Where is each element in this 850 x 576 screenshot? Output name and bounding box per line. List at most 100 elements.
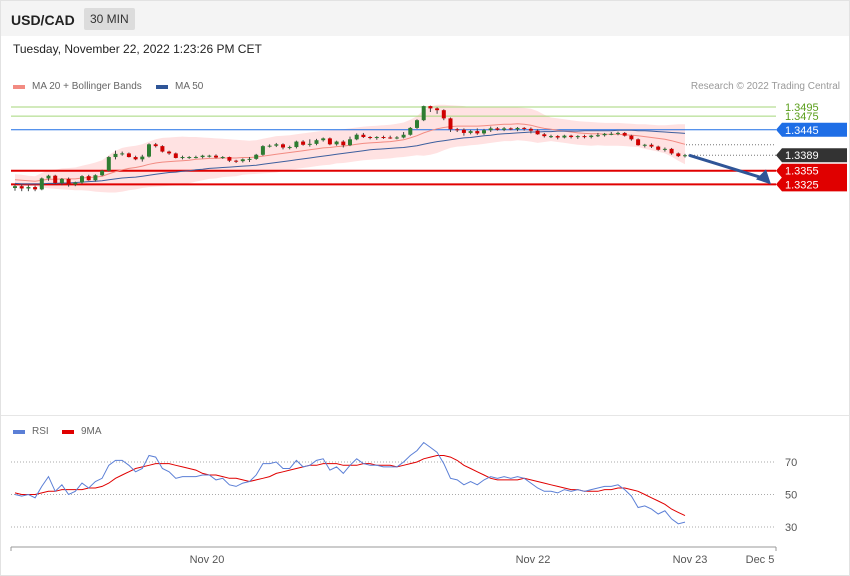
legend-rsi-label: RSI <box>32 426 49 437</box>
candle-body <box>106 157 111 171</box>
candle-body <box>93 175 98 181</box>
candle <box>26 185 31 192</box>
candle <box>502 127 507 132</box>
rsi-tick-label: 50 <box>785 490 797 502</box>
candle <box>575 135 580 139</box>
candle <box>267 144 272 148</box>
candle-body <box>13 186 17 188</box>
candle <box>441 109 446 121</box>
legend-rsi-ma-label: 9MA <box>81 426 102 437</box>
price-level-label: 1.3445 <box>785 125 819 137</box>
credit-text: Research © 2022 Trading Central <box>690 81 840 92</box>
chart-header: USD/CAD 30 MIN <box>1 1 849 36</box>
candle <box>616 131 620 136</box>
candle <box>388 135 393 139</box>
candle-body <box>66 178 71 185</box>
candle-body <box>542 134 547 137</box>
candle-body <box>193 157 198 159</box>
candle <box>240 158 245 163</box>
candle <box>120 151 125 156</box>
candle <box>549 134 553 138</box>
candle-body <box>622 132 627 136</box>
timeframe-button[interactable]: 30 MIN <box>84 8 135 30</box>
candle-body <box>80 176 84 183</box>
rsi-ma-swatch-icon <box>62 429 74 434</box>
candle-body <box>214 155 218 158</box>
candle-body <box>475 131 480 134</box>
candle-body <box>495 128 500 130</box>
candle-body <box>441 110 446 119</box>
candle-body <box>381 137 386 139</box>
candle-body <box>39 178 44 190</box>
candle-body <box>113 153 118 158</box>
candle-body <box>435 108 440 111</box>
forecast-arrowhead-icon <box>756 169 771 185</box>
candle-body <box>662 148 667 150</box>
candle <box>435 107 440 114</box>
price-tag-icon <box>776 177 847 192</box>
candle-body <box>287 147 292 149</box>
candle <box>227 156 232 163</box>
candle <box>314 138 319 146</box>
candle-body <box>19 186 24 189</box>
rsi-ma-line <box>14 455 686 517</box>
candle <box>428 105 433 113</box>
candle <box>569 134 574 139</box>
candle-body <box>247 158 252 160</box>
candle <box>482 128 486 135</box>
candle <box>354 133 359 141</box>
candle <box>220 156 225 159</box>
legend-ma20: MA 20 + Bollinger Bands <box>13 81 142 92</box>
ma20-swatch-icon <box>13 84 25 89</box>
legend-ma20-label: MA 20 + Bollinger Bands <box>32 81 142 92</box>
instrument-title: USD/CAD <box>11 12 75 28</box>
panel-separator <box>1 415 849 416</box>
ma50-line <box>14 129 686 185</box>
candle-body <box>448 118 453 130</box>
candle-body <box>683 155 687 157</box>
candle <box>294 140 299 149</box>
candle <box>522 127 527 131</box>
price-level-label: 1.3325 <box>785 179 819 191</box>
candle-body <box>388 137 393 139</box>
candle <box>59 177 64 186</box>
candle <box>415 119 419 129</box>
x-tick-label: Nov 22 <box>516 554 551 566</box>
candle-body <box>455 129 460 131</box>
candle-body <box>140 156 145 160</box>
candle <box>348 136 352 147</box>
candle <box>287 145 292 150</box>
candle-body <box>301 141 306 145</box>
candle-body <box>321 138 326 141</box>
candle <box>676 152 681 158</box>
candle-body <box>656 146 661 150</box>
candle <box>281 143 285 150</box>
candle <box>609 132 614 136</box>
candle <box>274 142 279 148</box>
candle <box>93 174 98 182</box>
candle <box>46 174 51 181</box>
price-tag-icon <box>776 148 847 163</box>
candle-body <box>482 130 486 134</box>
candle-body <box>126 153 131 158</box>
candle <box>468 129 473 135</box>
candle <box>86 174 91 181</box>
candle <box>495 127 500 131</box>
candle <box>106 156 111 172</box>
candle-body <box>488 128 493 131</box>
candle-body <box>180 157 185 159</box>
candle <box>193 155 198 159</box>
candle <box>234 159 239 163</box>
candle <box>254 153 259 160</box>
price-level-label: 1.3475 <box>785 111 819 123</box>
candle-body <box>535 130 540 135</box>
rsi-line <box>14 441 686 525</box>
candle-body <box>354 134 359 140</box>
candle-body <box>555 136 560 138</box>
candle-body <box>401 134 406 138</box>
candle <box>321 137 326 142</box>
candle-body <box>314 140 319 144</box>
candle-body <box>428 106 433 109</box>
candle-body <box>421 106 426 121</box>
forecast-arrow-shaft <box>688 153 765 180</box>
